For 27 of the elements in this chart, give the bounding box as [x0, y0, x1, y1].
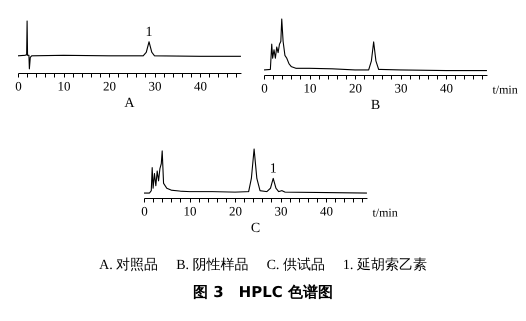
x-axis-title: t/min	[372, 206, 398, 220]
text: A	[124, 96, 135, 111]
x-tick-label: 0	[261, 80, 268, 96]
x-tick-label: 30	[394, 80, 408, 96]
text: C	[250, 221, 260, 236]
x-tick-label: 10	[184, 204, 196, 218]
x-tick-label: 0	[141, 204, 148, 218]
text: 1. 延胡索乙素	[342, 258, 427, 273]
text: A. 对照品	[99, 258, 158, 273]
x-tick-label: 20	[103, 78, 116, 94]
annotation: 1	[270, 161, 277, 176]
x-tick-label: 30	[274, 204, 288, 218]
x-tick-label: 20	[229, 204, 242, 218]
text: C. 供试品	[266, 258, 325, 273]
text: B. 阴性样品	[176, 258, 249, 273]
x-tick-label: 30	[148, 78, 162, 94]
x-tick-label: 0	[15, 78, 22, 94]
x-tick-label: 20	[349, 80, 362, 96]
text: B	[370, 98, 380, 113]
x-tick-label: 10	[58, 78, 70, 94]
x-tick-label: 10	[304, 80, 316, 96]
annotation: 1	[146, 24, 153, 40]
x-tick-label: 40	[194, 78, 207, 94]
x-tick-label: 40	[440, 80, 453, 96]
x-axis-title: t/min	[492, 82, 518, 96]
x-tick-label: 40	[320, 204, 333, 218]
text: 图 3 HPLC 色谱图	[192, 283, 334, 302]
